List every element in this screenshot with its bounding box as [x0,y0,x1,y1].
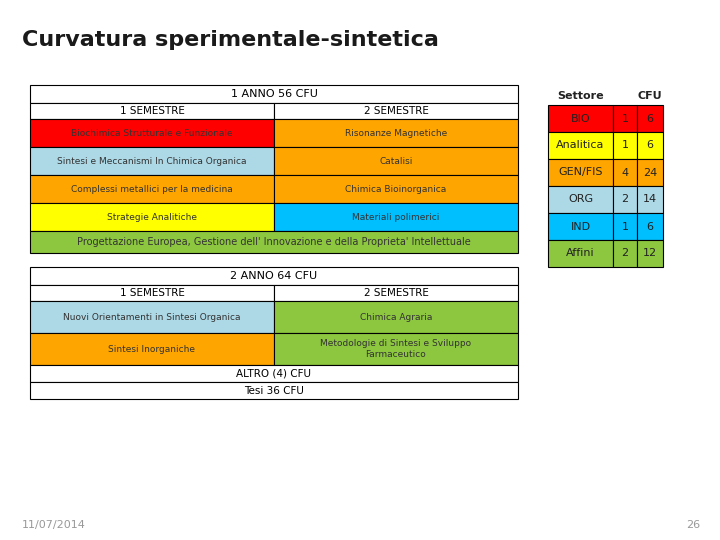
Text: IND: IND [570,221,590,232]
Text: 1 SEMESTRE: 1 SEMESTRE [120,288,184,298]
Text: 26: 26 [686,520,700,530]
Text: 2: 2 [621,194,629,205]
Text: 12: 12 [643,248,657,259]
Text: Progettazione Europea, Gestione dell' Innovazione e della Proprieta' Intellettua: Progettazione Europea, Gestione dell' In… [77,237,471,247]
Bar [613,213,637,240]
Bar [548,132,613,159]
Text: Biochimica Strutturale e Funzionale: Biochimica Strutturale e Funzionale [71,129,233,138]
Bar [30,267,518,285]
Text: Affini: Affini [566,248,595,259]
Bar [274,175,518,203]
Bar [30,175,274,203]
Text: Nuovi Orientamenti in Sintesi Organica: Nuovi Orientamenti in Sintesi Organica [63,313,240,321]
Bar [30,365,518,382]
Text: 1: 1 [621,221,629,232]
Text: 1 SEMESTRE: 1 SEMESTRE [120,106,184,116]
Text: 6: 6 [647,113,654,124]
Bar [30,382,518,399]
Text: Metodologie di Sintesi e Sviluppo
Farmaceutico: Metodologie di Sintesi e Sviluppo Farmac… [320,339,472,359]
Text: Curvatura sperimentale-sintetica: Curvatura sperimentale-sintetica [22,30,439,50]
Text: CFU: CFU [638,91,662,101]
Bar [548,105,613,132]
Bar [548,213,613,240]
Text: 11/07/2014: 11/07/2014 [22,520,86,530]
Text: 1 ANNO 56 CFU: 1 ANNO 56 CFU [230,89,318,99]
Text: Settore: Settore [557,91,604,101]
Bar [613,186,637,213]
Bar [548,186,613,213]
Bar [30,119,274,147]
Bar [30,203,274,231]
Text: 1: 1 [621,113,629,124]
Text: Materiali polimerici: Materiali polimerici [352,213,440,221]
Bar [613,105,637,132]
Text: 2: 2 [621,248,629,259]
Bar [637,105,663,132]
Text: Chimica Bioinorganica: Chimica Bioinorganica [346,185,446,193]
Text: BIO: BIO [571,113,590,124]
Text: Sintesi e Meccanismi In Chimica Organica: Sintesi e Meccanismi In Chimica Organica [58,157,247,165]
Bar [30,85,518,103]
Bar [613,240,637,267]
Text: ALTRO (4) CFU: ALTRO (4) CFU [236,368,312,379]
Text: 2 SEMESTRE: 2 SEMESTRE [364,288,428,298]
Text: Chimica Agraria: Chimica Agraria [360,313,432,321]
Bar [637,132,663,159]
Bar [274,333,518,365]
Text: 6: 6 [647,140,654,151]
Text: 4: 4 [621,167,629,178]
Bar [30,301,274,333]
Text: Risonanze Magnetiche: Risonanze Magnetiche [345,129,447,138]
Text: 1: 1 [621,140,629,151]
Text: Catalisi: Catalisi [379,157,413,165]
Text: Analitica: Analitica [557,140,605,151]
Bar [30,333,274,365]
Bar [30,231,518,253]
Bar [30,285,274,301]
Bar [274,203,518,231]
Bar [274,301,518,333]
Bar [637,186,663,213]
Text: 6: 6 [647,221,654,232]
Text: GEN/FIS: GEN/FIS [558,167,603,178]
Text: 2 ANNO 64 CFU: 2 ANNO 64 CFU [230,271,318,281]
Text: Strategie Analitiche: Strategie Analitiche [107,213,197,221]
Text: 2 SEMESTRE: 2 SEMESTRE [364,106,428,116]
Bar [30,147,274,175]
Bar [613,132,637,159]
Text: 14: 14 [643,194,657,205]
Bar [637,213,663,240]
Text: 24: 24 [643,167,657,178]
Bar [274,103,518,119]
Bar [548,159,613,186]
Bar [274,285,518,301]
Bar [274,147,518,175]
Text: Sintesi Inorganiche: Sintesi Inorganiche [109,345,196,354]
Text: Tesi 36 CFU: Tesi 36 CFU [244,386,304,395]
Bar [637,240,663,267]
Bar [274,119,518,147]
Bar [613,159,637,186]
Bar [30,103,274,119]
Text: ORG: ORG [568,194,593,205]
Bar [548,240,613,267]
Text: Complessi metallici per la medicina: Complessi metallici per la medicina [71,185,233,193]
Bar [637,159,663,186]
